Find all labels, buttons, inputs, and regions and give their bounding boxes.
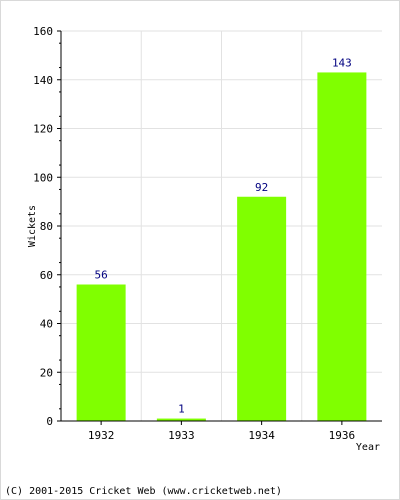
axes: 0 20 40 60 80 100 120 140 160 1932 1933 1934 1936: [33, 25, 382, 442]
data-label: 92: [255, 181, 268, 194]
data-label: 56: [95, 269, 108, 282]
y-tick-label: 0: [46, 415, 53, 428]
x-tick-label: 1936: [329, 429, 356, 442]
bars: [76, 72, 367, 421]
x-axis-label: Year: [356, 442, 380, 453]
bar: [156, 418, 206, 421]
y-tick-label: 120: [33, 123, 53, 136]
x-tick-label: 1934: [248, 429, 275, 442]
y-tick-label: 20: [40, 366, 53, 379]
x-tick-label: 1933: [168, 429, 195, 442]
bar: [237, 196, 287, 421]
y-axis-label: Wickets: [27, 205, 38, 247]
y-tick-label: 160: [33, 25, 53, 38]
y-tick-label: 80: [40, 220, 53, 233]
bar: [317, 72, 367, 421]
copyright-footer: (C) 2001-2015 Cricket Web (www.cricketwe…: [5, 486, 282, 497]
y-tick-label: 40: [40, 318, 53, 331]
y-tick-label: 100: [33, 171, 53, 184]
bar: [76, 284, 126, 421]
data-label: 1: [178, 403, 185, 416]
data-labels: 56 1 92 143: [95, 56, 352, 415]
data-label: 143: [332, 56, 352, 69]
y-tick-label: 60: [40, 269, 53, 282]
y-tick-label: 140: [33, 74, 53, 87]
x-tick-label: 1932: [88, 429, 115, 442]
